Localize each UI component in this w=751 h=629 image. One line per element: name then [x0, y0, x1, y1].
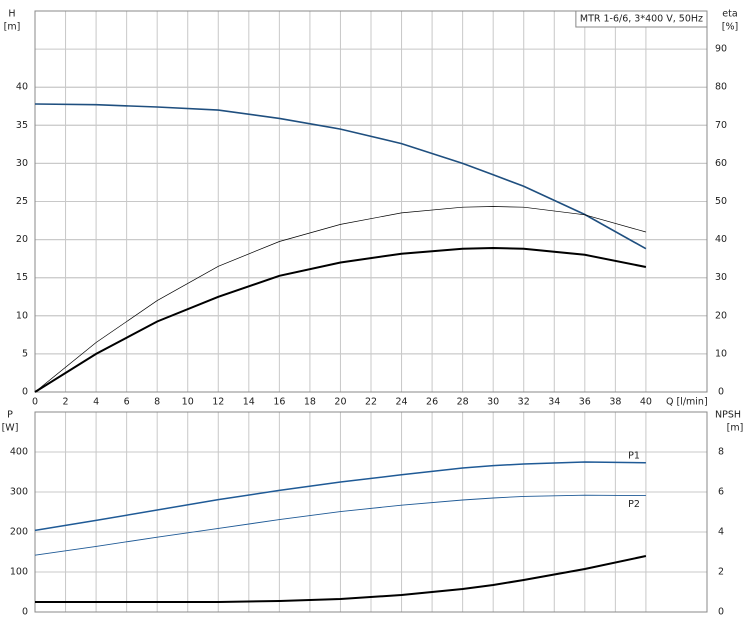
y2-tick-label: 70: [715, 120, 727, 131]
y2-tick-label: 20: [715, 310, 727, 321]
x-tick-label: 26: [426, 397, 438, 408]
y-tick-label: 200: [10, 527, 28, 538]
y-label: H: [8, 9, 15, 20]
y2-tick-label: 4: [718, 527, 724, 538]
curve: [34, 246, 647, 393]
x-tick-label: 32: [518, 397, 530, 408]
y2-label: NPSH: [715, 410, 741, 421]
y-tick-label: 30: [16, 158, 28, 169]
x-tick-label: 0: [32, 397, 38, 408]
y-tick-label: 400: [10, 447, 28, 458]
y2-tick-label: 0: [718, 387, 724, 398]
x-tick-label: 2: [63, 397, 69, 408]
y-tick-label: 100: [10, 567, 28, 578]
x-tick-label: 20: [334, 397, 346, 408]
y-tick-label: 20: [16, 234, 28, 245]
y2-tick-label: 30: [715, 272, 727, 283]
x-label: Q [l/min]: [666, 397, 708, 408]
y2-tick-label: 60: [715, 158, 727, 169]
y-tick-label: 0: [22, 607, 28, 618]
series-label: P1: [628, 450, 640, 461]
x-tick-label: 18: [304, 397, 316, 408]
y-tick-label: 25: [16, 196, 28, 207]
y-label: P: [7, 410, 13, 421]
y2-tick-label: 40: [715, 234, 727, 245]
x-tick-label: 40: [640, 397, 652, 408]
curve: [34, 206, 646, 393]
title-box: [575, 10, 708, 28]
y2-tick-label: 6: [718, 487, 724, 498]
y2-tick-label: 80: [715, 82, 727, 93]
x-tick-label: 24: [395, 397, 407, 408]
series-label: P2: [628, 499, 640, 510]
plot-frame: [34, 10, 708, 393]
chart-title: MTR 1-6/6, 3*400 V, 50Hz: [580, 14, 703, 25]
y2-unit: [m]: [727, 423, 744, 434]
y2-tick-label: 90: [715, 44, 727, 55]
y2-label: eta: [722, 9, 737, 20]
y-tick-label: 35: [16, 120, 28, 131]
x-tick-label: 10: [182, 397, 194, 408]
x-tick-label: 38: [609, 397, 621, 408]
curve: [34, 103, 647, 250]
y2-tick-label: 2: [718, 567, 724, 578]
y2-tick-label: 10: [715, 348, 727, 359]
x-tick-label: 30: [487, 397, 499, 408]
x-tick-label: 6: [124, 397, 130, 408]
y-unit: [W]: [2, 423, 19, 434]
y-tick-label: 300: [10, 487, 28, 498]
x-tick-label: 16: [273, 397, 285, 408]
x-tick-label: 22: [365, 397, 377, 408]
curve: [34, 494, 646, 556]
y-tick-label: 0: [22, 387, 28, 398]
x-tick-label: 12: [212, 397, 224, 408]
y-tick-label: 5: [22, 348, 28, 359]
y-tick-label: 15: [16, 272, 28, 283]
x-tick-label: 4: [93, 397, 99, 408]
curve: [35, 555, 647, 603]
y-tick-label: 10: [16, 310, 28, 321]
x-tick-label: 8: [154, 397, 160, 408]
x-tick-label: 28: [457, 397, 469, 408]
y2-unit: [%]: [722, 22, 738, 33]
curve: [34, 461, 646, 532]
x-tick-label: 36: [579, 397, 591, 408]
x-tick-label: 14: [243, 397, 255, 408]
plot-frame: [34, 411, 708, 613]
y-tick-label: 40: [16, 82, 28, 93]
y2-tick-label: 0: [718, 607, 724, 618]
y2-tick-label: 8: [718, 447, 724, 458]
x-tick-label: 34: [548, 397, 560, 408]
y2-tick-label: 50: [715, 196, 727, 207]
y-unit: [m]: [4, 22, 21, 33]
